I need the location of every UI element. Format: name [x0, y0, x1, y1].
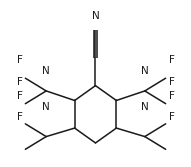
Text: F: F: [168, 112, 174, 122]
Text: F: F: [168, 55, 174, 65]
Text: F: F: [17, 91, 23, 101]
Text: N: N: [42, 102, 50, 112]
Text: N: N: [42, 66, 50, 76]
Text: F: F: [168, 77, 174, 87]
Text: N: N: [141, 66, 149, 76]
Text: F: F: [168, 91, 174, 101]
Text: N: N: [92, 11, 99, 21]
Text: N: N: [141, 102, 149, 112]
Text: F: F: [17, 77, 23, 87]
Text: F: F: [17, 55, 23, 65]
Text: F: F: [17, 112, 23, 122]
